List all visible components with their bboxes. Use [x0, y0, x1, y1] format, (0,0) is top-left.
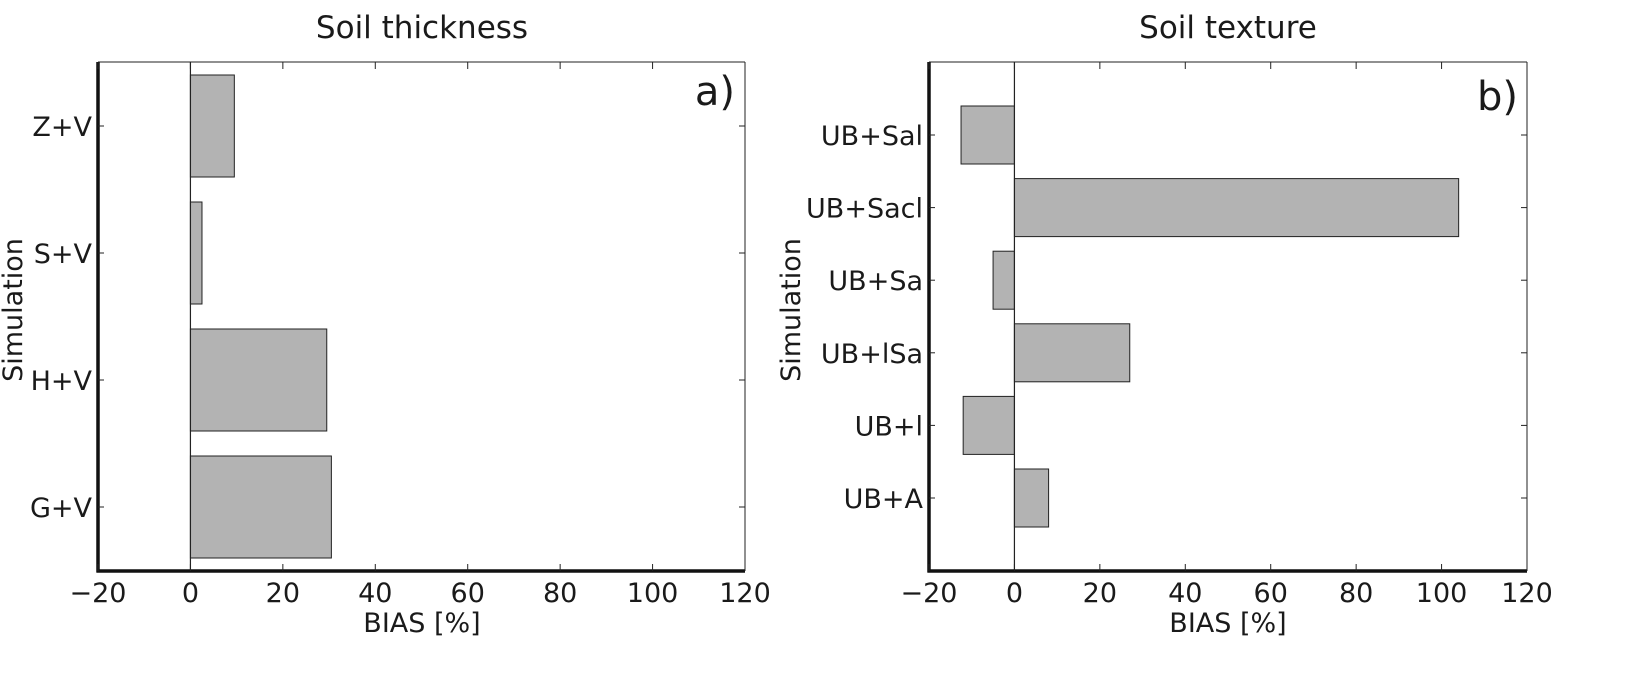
bar-s-v [189, 201, 203, 305]
x-tick-label: 100 [1416, 578, 1468, 609]
x-tick-label: 40 [1168, 578, 1202, 609]
y-tick-label: UB+Sa [828, 266, 923, 297]
y-tick-label: UB+l [855, 411, 923, 442]
y-tick-label: G+V [30, 493, 93, 524]
x-tick-label: −20 [901, 578, 958, 609]
x-axis-label: BIAS [%] [363, 608, 480, 639]
x-tick-label: 0 [1006, 578, 1023, 609]
x-tick-label: 80 [543, 578, 577, 609]
x-tick-label: 20 [1083, 578, 1117, 609]
x-tick-label: 80 [1339, 578, 1373, 609]
panel-soil-texture: −20 0 20 40 60 80 100 120 UB+Sal UB+Sacl UB+Sa UB+l… [776, 10, 1553, 639]
x-tick-label: 60 [451, 578, 485, 609]
x-tick-label: 20 [266, 578, 300, 609]
x-tick-label: 120 [1501, 578, 1553, 609]
y-tick-label: S+V [34, 239, 93, 270]
y-tick-label: Z+V [32, 112, 92, 143]
bar-g-v [189, 455, 332, 559]
panel-label: b) [1477, 74, 1518, 120]
y-tick-label: UB+Sacl [806, 194, 923, 225]
y-axis-label: Simulation [0, 238, 29, 382]
bar-ub-l [962, 395, 1015, 455]
x-tick-label: 120 [719, 578, 771, 609]
y-tick-label: H+V [31, 366, 93, 397]
x-tick-label: 60 [1254, 578, 1288, 609]
y-axis-label: Simulation [776, 238, 807, 382]
panel-label: a) [695, 69, 735, 115]
x-tick-label: 0 [182, 578, 199, 609]
bar-ub-lsa [1013, 323, 1131, 383]
panel-soil-thickness: −20 0 20 40 60 80 100 120 Z+V S+V H+V G+V Soil thick… [0, 10, 771, 639]
bar-z-v [189, 74, 235, 178]
bar-ub-sa [992, 250, 1015, 310]
y-tick-label: UB+Sal [821, 121, 923, 152]
x-tick-label: 100 [627, 578, 679, 609]
chart-title: Soil texture [1139, 10, 1317, 46]
bar-ub-a [1013, 468, 1050, 528]
x-axis-label: BIAS [%] [1169, 608, 1286, 639]
bar-ub-sacl [1013, 178, 1460, 238]
chart-title: Soil thickness [316, 10, 528, 46]
x-tick-label: −20 [70, 578, 127, 609]
x-tick-label: 40 [358, 578, 392, 609]
y-tick-label: UB+A [844, 484, 924, 515]
bar-h-v [189, 328, 328, 432]
bar-ub-sal [960, 105, 1015, 165]
y-tick-label: UB+lSa [821, 339, 923, 370]
